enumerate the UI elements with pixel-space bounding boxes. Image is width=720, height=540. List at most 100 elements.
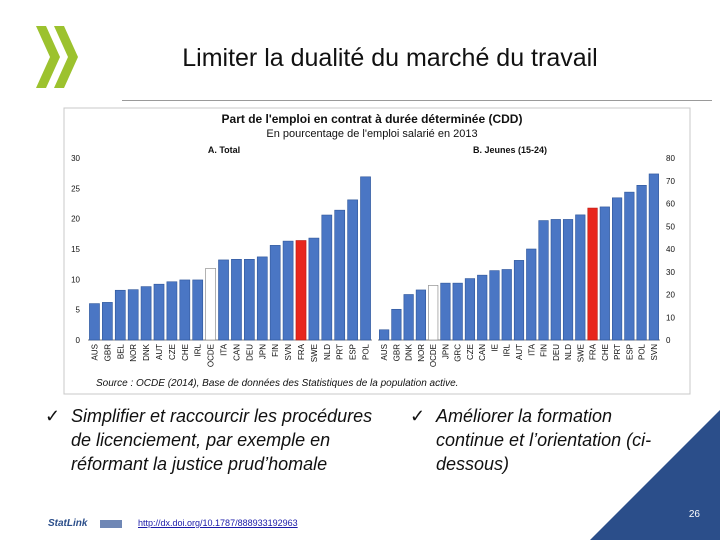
bar-esp: [347, 199, 358, 341]
y-tick-label: 0: [666, 336, 671, 345]
x-tick-label: CZE: [466, 344, 475, 360]
page-number: 26: [688, 509, 700, 520]
bar-nor: [127, 289, 139, 341]
x-tick-label: NLD: [323, 344, 332, 360]
x-tick-label: FRA: [589, 343, 598, 360]
bar-ocde: [205, 268, 216, 341]
bar-irl: [192, 279, 204, 341]
bar-irl: [501, 269, 512, 341]
x-tick-label: PRT: [613, 344, 622, 360]
chart-subtitle: En pourcentage de l'emploi salarié en 20…: [266, 128, 477, 140]
x-tick-label: PRT: [336, 344, 345, 360]
x-tick-label: IE: [490, 344, 499, 352]
statlink-logo-text: StatLink: [48, 518, 88, 529]
y-tick-label: 60: [666, 200, 675, 209]
y-tick-label: 10: [71, 275, 80, 284]
check-icon: ✓: [45, 406, 61, 426]
x-tick-label: SVN: [284, 344, 293, 361]
bar-fin: [269, 245, 281, 341]
bar-prt: [612, 197, 623, 341]
x-tick-label: FIN: [540, 344, 549, 357]
bar-dnk: [403, 294, 414, 341]
bullet-item-1: ✓ Simplifier et raccourcir les procédure…: [45, 404, 375, 476]
bar-aut: [153, 283, 165, 341]
bar-fra: [587, 207, 598, 341]
bar-swe: [575, 214, 586, 341]
oecd-logo: [36, 26, 78, 88]
bullet-item-2: ✓ Améliorer la formation continue et l’o…: [410, 404, 670, 476]
x-tick-label: NLD: [564, 344, 573, 360]
x-tick-label: AUS: [90, 344, 99, 360]
x-tick-label: IRL: [503, 343, 512, 356]
y-tick-label: 10: [666, 313, 675, 322]
x-tick-label: CHE: [601, 344, 610, 361]
bar-nld: [562, 219, 574, 341]
x-tick-label: FIN: [271, 344, 280, 357]
x-tick-label: POL: [638, 343, 647, 360]
bar-che: [179, 279, 191, 341]
x-tick-label: AUT: [155, 344, 164, 360]
y-tick-label: 70: [666, 177, 675, 186]
bar-bel: [114, 289, 126, 341]
bar-gbr: [391, 308, 402, 341]
bar-can: [231, 259, 242, 341]
x-tick-label: JPN: [258, 344, 267, 359]
bar-cze: [464, 278, 476, 341]
chart-title: Part de l'emploi en contrat à durée déte…: [222, 112, 523, 126]
bullet-text-2: Améliorer la formation continue et l’ori…: [436, 406, 652, 474]
y-tick-label: 20: [71, 215, 80, 224]
x-tick-label: DEU: [552, 344, 561, 361]
x-tick-label: DNK: [142, 343, 151, 361]
corner-decoration: [590, 410, 720, 540]
x-tick-label: DNK: [405, 343, 414, 361]
chart-source: Source : OCDE (2014), Base de données de…: [96, 378, 458, 389]
x-tick-label: AUS: [380, 344, 389, 360]
title-divider: [122, 100, 712, 101]
x-tick-label: ESP: [349, 344, 358, 360]
bar-ie: [489, 270, 500, 341]
x-tick-label: POL: [362, 343, 371, 360]
y-tick-label: 50: [666, 222, 675, 231]
x-tick-label: AUT: [515, 344, 524, 360]
bar-prt: [334, 209, 346, 341]
bar-swe: [308, 237, 320, 341]
x-tick-label: ITA: [527, 343, 536, 356]
y-tick-label: 80: [666, 154, 675, 163]
bar-jpn: [256, 256, 268, 341]
x-tick-label: DEU: [245, 344, 254, 361]
x-tick-label: CHE: [181, 344, 190, 361]
x-tick-label: GBR: [392, 344, 401, 362]
statlink-icon: [100, 520, 122, 528]
statlink-url[interactable]: http://dx.doi.org/10.1787/888933192963: [138, 518, 298, 528]
x-tick-label: JPN: [441, 344, 450, 359]
check-icon: ✓: [410, 406, 426, 426]
x-tick-label: CAN: [232, 344, 241, 361]
bar-aut: [513, 260, 525, 341]
bar-ocde: [428, 285, 439, 341]
y-tick-label: 20: [666, 291, 675, 300]
bar-fra: [295, 240, 307, 341]
x-tick-label: GBR: [103, 344, 112, 362]
x-tick-label: CAN: [478, 344, 487, 361]
x-tick-label: IRL: [194, 343, 203, 356]
x-tick-label: OCDE: [207, 344, 216, 367]
bar-ita: [218, 259, 229, 341]
bar-deu: [550, 219, 561, 341]
bar-grc: [452, 282, 463, 341]
x-tick-label: ESP: [625, 344, 634, 360]
bar-svn: [648, 173, 659, 341]
bar-esp: [624, 191, 635, 341]
y-tick-label: 15: [71, 245, 80, 254]
x-tick-label: CZE: [168, 344, 177, 360]
bar-jpn: [440, 282, 451, 341]
bar-pol: [636, 185, 647, 341]
y-tick-label: 30: [71, 154, 80, 163]
bar-can: [477, 274, 488, 341]
bar-ita: [526, 248, 537, 341]
bar-svn: [282, 240, 294, 341]
x-tick-label: BEL: [116, 343, 125, 359]
x-tick-label: NOR: [417, 344, 426, 362]
x-tick-label: FRA: [297, 343, 306, 360]
x-tick-label: GRC: [454, 344, 463, 362]
